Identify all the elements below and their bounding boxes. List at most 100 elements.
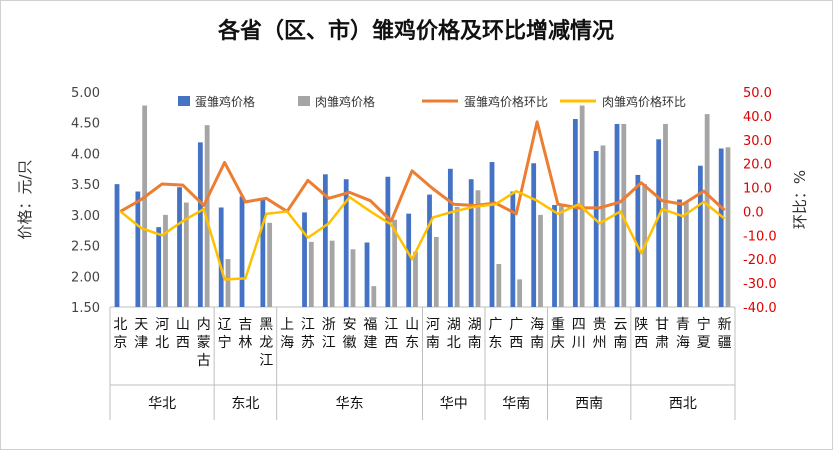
bar-broiler-chick	[454, 206, 460, 307]
y2-tick-label: -20.0	[743, 253, 777, 268]
category-label: 天津	[134, 317, 148, 351]
bar-broiler-chick	[517, 279, 523, 307]
bar-egg-chick	[677, 199, 682, 307]
category-label: 宁夏	[697, 316, 711, 351]
bar-broiler-chick	[413, 251, 418, 307]
region-label: 华东	[336, 396, 364, 412]
category-label: 四川	[572, 317, 586, 351]
legend-label: 肉雏鸡价格环比	[602, 94, 686, 109]
category-label: 贵州	[593, 317, 607, 351]
bar-egg-chick	[156, 227, 162, 307]
y2-tick-label: -10.0	[743, 229, 777, 244]
bar-egg-chick	[302, 212, 307, 307]
bar-egg-chick	[239, 196, 245, 307]
y-tick-label: 4.00	[71, 147, 100, 162]
y-tick-label: 1.50	[71, 301, 100, 316]
bar-egg-chick	[531, 163, 537, 307]
bar-broiler-chick	[663, 123, 668, 307]
y2-tick-label: -30.0	[743, 277, 777, 292]
region-label: 西北	[669, 396, 697, 412]
category-label: 浙江	[322, 317, 336, 351]
category-label: 重庆	[551, 317, 565, 351]
bar-egg-chick	[447, 168, 453, 307]
bar-egg-chick	[572, 119, 578, 308]
bar-egg-chick	[322, 174, 328, 307]
category-label: 吉林	[238, 317, 252, 351]
category-label: 安徽	[343, 317, 357, 351]
bar-egg-chick	[385, 176, 391, 307]
chart-title: 各省（区、市）雏鸡价格及环比增减情况	[217, 18, 614, 44]
category-label: 山西	[176, 317, 190, 351]
category-label: 河南	[426, 317, 440, 351]
category-label: 湖北	[447, 317, 461, 351]
category-label: 北京	[113, 317, 127, 351]
bar-egg-chick	[468, 179, 474, 307]
y2-tick-label: -40.0	[743, 301, 777, 316]
y2-tick-label: 10.0	[743, 182, 772, 197]
region-label: 华北	[148, 396, 176, 412]
bar-broiler-chick	[558, 206, 564, 307]
y-tick-label: 4.50	[71, 117, 100, 132]
bar-broiler-chick	[538, 214, 543, 307]
y-axis-title: 价格：元/只	[16, 159, 34, 239]
y2-tick-label: 40.0	[743, 110, 772, 125]
y2-tick-label: 50.0	[743, 86, 772, 101]
legend-label: 蛋雏鸡价格环比	[464, 94, 548, 109]
bar-egg-chick	[697, 165, 703, 307]
category-label: 上海	[280, 317, 294, 351]
bar-broiler-chick	[225, 259, 231, 307]
category-label: 广西	[509, 317, 523, 351]
legend-swatch	[298, 96, 310, 106]
bar-egg-chick	[197, 142, 203, 307]
bar-broiler-chick	[725, 147, 731, 307]
bar-broiler-chick	[329, 240, 335, 307]
y-tick-label: 2.00	[71, 270, 100, 285]
y2-tick-label: 30.0	[743, 134, 772, 149]
category-label: 辽宁	[218, 317, 232, 351]
bar-broiler-chick	[683, 202, 689, 307]
y-tick-label: 3.00	[71, 209, 100, 224]
y-tick-label: 5.00	[71, 86, 100, 101]
bar-broiler-chick	[600, 145, 606, 307]
line-egg-chick-mom	[119, 120, 726, 223]
bar-egg-chick	[177, 187, 182, 307]
bar-egg-chick	[593, 150, 599, 307]
category-label: 青海	[676, 317, 690, 351]
bar-broiler-chick	[496, 264, 502, 307]
bar-egg-chick	[510, 191, 516, 307]
bar-egg-chick	[552, 205, 557, 307]
bar-broiler-chick	[475, 190, 481, 307]
bar-broiler-chick	[350, 249, 356, 307]
category-label: 山东	[405, 317, 419, 351]
region-label: 东北	[231, 396, 259, 412]
category-label: 福建	[363, 317, 377, 351]
line-broiler-chick-mom	[119, 189, 726, 281]
bar-egg-chick	[260, 199, 266, 307]
category-label: 江西	[384, 317, 398, 351]
bar-egg-chick	[614, 123, 620, 307]
bar-broiler-chick	[433, 236, 439, 307]
y2-tick-label: 0.0	[743, 205, 764, 220]
legend-swatch	[178, 96, 190, 106]
bar-egg-chick	[656, 139, 662, 307]
bar-broiler-chick	[204, 125, 210, 308]
bar-broiler-chick	[267, 222, 273, 307]
bar-broiler-chick	[371, 286, 377, 307]
bar-broiler-chick	[308, 241, 314, 307]
bar-egg-chick	[114, 184, 120, 307]
bar-egg-chick	[427, 194, 432, 307]
bar-egg-chick	[343, 179, 349, 307]
bar-broiler-chick	[392, 219, 398, 307]
category-label: 陕西	[634, 317, 648, 351]
bar-egg-chick	[489, 162, 495, 307]
bar-egg-chick	[718, 148, 724, 307]
bar-egg-chick	[218, 207, 224, 307]
bar-egg-chick	[406, 213, 412, 307]
category-label: 新疆	[718, 317, 732, 351]
category-label: 甘肃	[655, 317, 669, 351]
category-label: 黑龙江	[259, 317, 273, 369]
bar-egg-chick	[635, 174, 641, 307]
category-label: 海南	[530, 317, 544, 351]
bar-egg-chick	[364, 242, 370, 307]
